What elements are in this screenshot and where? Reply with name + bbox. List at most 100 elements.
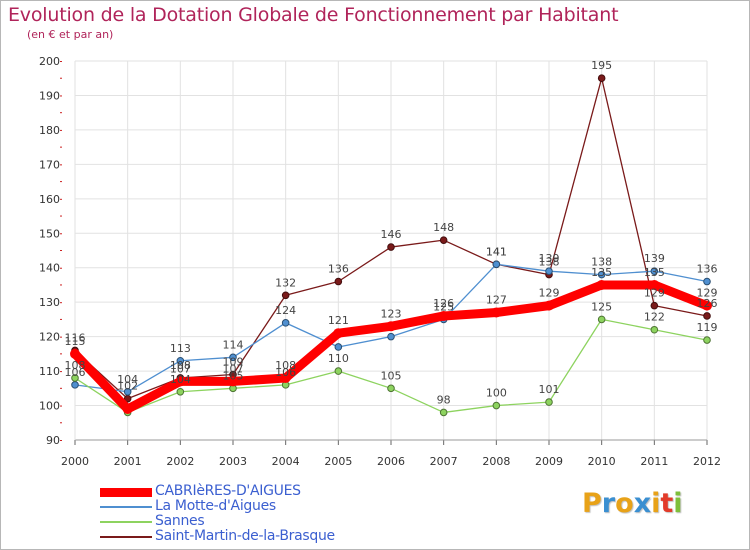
data-label: 122 <box>644 311 665 324</box>
data-label: 127 <box>486 294 507 307</box>
y-tick-label: 90 <box>46 434 60 447</box>
data-point <box>545 267 553 275</box>
data-label: 125 <box>591 300 612 313</box>
x-tick-label: 2002 <box>166 455 194 468</box>
data-point <box>229 353 237 362</box>
legend-item-la-motte: La Motte-d'Aigues <box>100 498 420 515</box>
data-label: 126 <box>433 297 454 310</box>
data-point <box>650 325 659 334</box>
data-point <box>703 336 711 344</box>
data-point <box>439 236 448 244</box>
data-label: 141 <box>486 245 507 258</box>
data-label: 135 <box>591 266 612 279</box>
data-point <box>387 384 395 393</box>
chart-title: Evolution de la Dotation Globale de Fonc… <box>8 4 619 26</box>
legend-swatch-cabrieres <box>100 488 152 497</box>
y-tick-label: 100 <box>39 400 60 413</box>
y-tick-label: 170 <box>39 158 60 171</box>
x-tick-label: 2001 <box>114 455 142 468</box>
data-point <box>176 356 185 365</box>
legend-label-saint-martin: Saint-Martin-de-la-Brasque <box>155 528 335 544</box>
legend-swatch-sannes <box>100 521 152 523</box>
data-point <box>544 300 554 311</box>
data-label: 132 <box>275 276 296 289</box>
data-label: 129 <box>697 287 718 300</box>
data-point <box>703 277 711 286</box>
logo-letter: o <box>615 488 634 519</box>
y-tick-label: 130 <box>39 296 60 309</box>
legend-item-sannes: Sannes <box>100 513 420 530</box>
data-label: 114 <box>223 338 244 351</box>
y-tick-label: 150 <box>39 227 60 240</box>
x-tick-label: 2000 <box>61 455 89 468</box>
data-label: 124 <box>275 304 296 317</box>
legend-swatch-saint-martin <box>100 536 152 538</box>
data-point <box>123 387 132 396</box>
data-label: 100 <box>486 387 507 400</box>
data-label: 195 <box>591 59 612 72</box>
data-point <box>386 321 396 332</box>
data-label: 138 <box>591 256 612 269</box>
data-label: 110 <box>328 352 349 365</box>
data-point <box>439 408 448 417</box>
data-point <box>334 367 343 375</box>
data-point <box>71 374 79 382</box>
data-label: 105 <box>223 369 244 382</box>
x-tick-label: 2012 <box>693 455 721 468</box>
data-label: 129 <box>644 287 665 300</box>
series-layer <box>70 74 712 417</box>
data-label: 108 <box>65 359 86 372</box>
data-label: 123 <box>381 307 402 320</box>
logo-letter: t <box>660 488 674 519</box>
data-label: 125 <box>433 300 454 313</box>
data-label: 105 <box>381 369 402 382</box>
data-label: 108 <box>170 359 191 372</box>
legend-swatch-la-motte <box>100 506 152 508</box>
data-point <box>122 403 133 414</box>
legend-label-la-motte: La Motte-d'Aigues <box>155 498 276 514</box>
data-label: 113 <box>170 342 191 355</box>
x-tick-label: 2004 <box>272 455 300 468</box>
data-label: 121 <box>328 314 349 327</box>
data-label: 136 <box>697 263 718 276</box>
data-label: 107 <box>223 362 244 375</box>
data-label: 141 <box>486 245 507 258</box>
data-point <box>176 387 185 396</box>
data-label: 148 <box>433 221 454 234</box>
data-label: 102 <box>117 380 138 393</box>
data-label: 136 <box>328 263 349 276</box>
y-tick-label: 180 <box>39 124 60 137</box>
data-point <box>438 310 449 321</box>
proxiti-logo: Proxiti <box>582 488 683 519</box>
x-tick-label: 2010 <box>588 455 616 468</box>
data-label: 98 <box>437 393 451 406</box>
data-point <box>650 267 659 275</box>
data-label: 104 <box>117 373 138 386</box>
data-label: 135 <box>644 266 665 279</box>
data-label: 107 <box>170 362 191 375</box>
x-tick-label: 2005 <box>324 455 352 468</box>
x-tick-label: 2007 <box>430 455 458 468</box>
y-tick-label: 110 <box>39 365 60 378</box>
legend-label-sannes: Sannes <box>155 513 205 529</box>
data-point <box>70 348 80 359</box>
data-label: 146 <box>381 228 402 241</box>
data-label: 101 <box>539 383 560 396</box>
x-tick-label: 2008 <box>482 455 510 468</box>
data-point <box>491 307 502 318</box>
data-point <box>492 401 501 410</box>
data-label: 106 <box>275 366 296 379</box>
data-point <box>71 381 79 389</box>
logo-letter: i <box>673 488 683 519</box>
data-point <box>228 376 238 387</box>
data-label: 115 <box>65 335 86 348</box>
data-label: 139 <box>644 252 665 265</box>
data-point <box>333 328 344 339</box>
data-point <box>703 312 711 320</box>
data-label: 138 <box>539 256 560 269</box>
chart-subtitle: (en € et par an) <box>27 28 114 41</box>
data-label: 129 <box>539 287 560 300</box>
